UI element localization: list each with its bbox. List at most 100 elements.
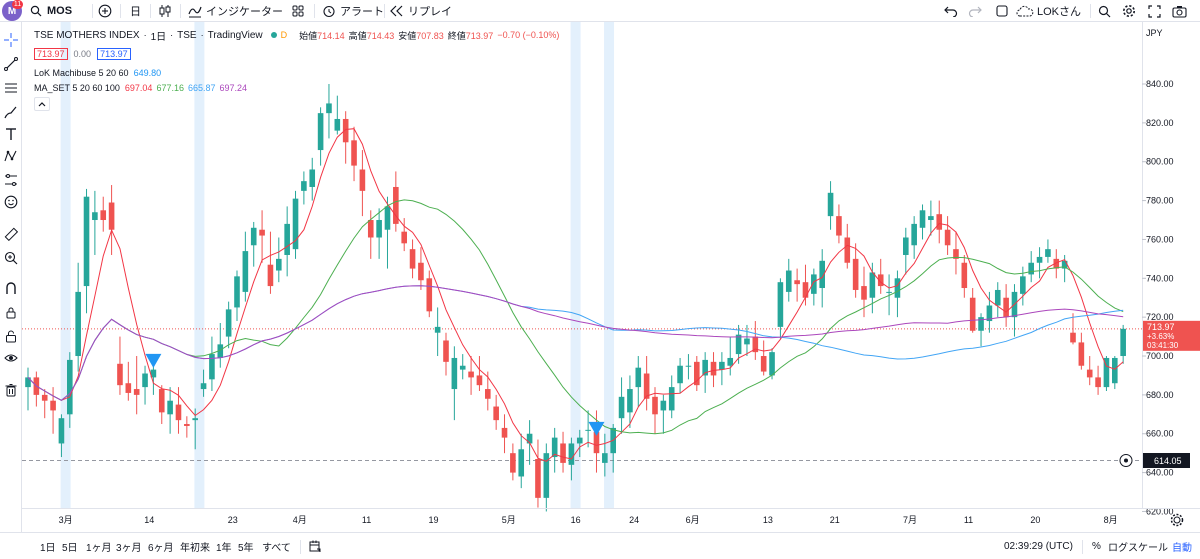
candle bbox=[510, 443, 516, 481]
delete-tool[interactable] bbox=[1, 380, 21, 400]
ruler-tool[interactable] bbox=[1, 224, 21, 244]
range-1y[interactable]: 1年 bbox=[216, 542, 232, 554]
candle bbox=[1103, 356, 1110, 391]
candle bbox=[953, 231, 959, 275]
candle-body bbox=[568, 443, 575, 465]
trendline-tool[interactable] bbox=[1, 54, 21, 74]
auto-scale-toggle[interactable]: 自動 bbox=[1172, 542, 1192, 554]
log-scale-toggle[interactable]: ログスケール bbox=[1108, 542, 1168, 554]
legend-source: TradingView bbox=[207, 29, 263, 41]
crosshair-target-icon[interactable] bbox=[1119, 454, 1133, 467]
icon-tool[interactable] bbox=[1, 192, 21, 212]
select-layout-button[interactable] bbox=[996, 0, 1008, 22]
pattern-tool[interactable] bbox=[1, 146, 21, 166]
alert-button[interactable]: アラート bbox=[322, 0, 384, 22]
candle-body bbox=[100, 210, 107, 221]
candle bbox=[543, 443, 550, 512]
prediction-tool[interactable] bbox=[1, 170, 21, 190]
redo-button[interactable] bbox=[968, 0, 982, 22]
ask-button[interactable]: 713.97 bbox=[97, 48, 131, 60]
zoom-tool[interactable] bbox=[1, 248, 21, 268]
smiley-icon bbox=[4, 195, 18, 209]
candle-body bbox=[75, 291, 81, 357]
candle bbox=[643, 356, 650, 411]
templates-button[interactable] bbox=[292, 0, 304, 22]
candle-body bbox=[994, 289, 1001, 306]
candle bbox=[535, 439, 541, 508]
ruler-icon bbox=[4, 227, 18, 241]
stay-drawing-tool[interactable] bbox=[1, 302, 21, 322]
candle-body bbox=[125, 383, 132, 393]
brush-tool[interactable] bbox=[1, 102, 21, 122]
candle bbox=[986, 291, 993, 333]
candle bbox=[928, 200, 934, 236]
legend-main: TSE MOTHERS INDEX · 1日 · TSE · TradingVi… bbox=[34, 29, 560, 43]
ma20-value: 677.16 bbox=[156, 83, 184, 93]
price-chart[interactable]: 840.00 820.00 800.00 780.00 760.00 740.00 720.… bbox=[22, 22, 1200, 532]
brush-icon bbox=[4, 106, 17, 119]
symbol-title: TSE MOTHERS INDEX bbox=[34, 29, 140, 41]
undo-button[interactable] bbox=[944, 0, 958, 22]
crosshair-tool[interactable] bbox=[1, 30, 21, 50]
snapshot-button[interactable] bbox=[1172, 0, 1187, 22]
indicator-machibuse-value: 649.80 bbox=[133, 68, 162, 78]
candle bbox=[41, 389, 48, 419]
text-tool[interactable] bbox=[1, 124, 21, 144]
candle-body bbox=[710, 361, 717, 376]
lock-tool[interactable] bbox=[1, 326, 21, 346]
candle-body bbox=[326, 103, 332, 114]
collapse-legend-button[interactable] bbox=[34, 97, 50, 111]
candle bbox=[309, 157, 316, 201]
candle bbox=[125, 361, 132, 401]
candle bbox=[978, 313, 984, 347]
symbol-search[interactable]: MOS bbox=[30, 0, 72, 22]
range-1d[interactable]: 1日 bbox=[40, 542, 56, 554]
notification-badge: 11 bbox=[12, 0, 23, 9]
magnet-tool[interactable] bbox=[1, 278, 21, 298]
candle bbox=[108, 185, 115, 255]
settings-button[interactable] bbox=[1122, 0, 1136, 22]
range-ytd[interactable]: 年初来 bbox=[180, 542, 210, 554]
chart-type-button[interactable] bbox=[158, 0, 172, 22]
fib-tool[interactable] bbox=[1, 78, 21, 98]
quick-search-button[interactable] bbox=[1098, 0, 1111, 22]
bid-button[interactable]: 713.97 bbox=[34, 48, 68, 60]
price-tick-label: 720.00 bbox=[1146, 312, 1174, 322]
candle-body bbox=[986, 305, 993, 322]
percent-toggle[interactable]: % bbox=[1092, 540, 1101, 552]
delayed-badge[interactable]: D bbox=[280, 30, 288, 40]
indicator-ma-set-legend[interactable]: MA_SET 5 20 60 100 697.04 677.16 665.87 … bbox=[34, 81, 247, 95]
candle-body bbox=[418, 262, 424, 281]
cloud-icon bbox=[1016, 5, 1034, 17]
interval-button[interactable]: 日 bbox=[130, 6, 141, 18]
candle bbox=[919, 204, 926, 240]
candle bbox=[259, 210, 265, 263]
indicator-machibuse-legend[interactable]: LoK Machibuse 5 20 60 649.80 bbox=[34, 66, 161, 80]
fullscreen-button[interactable] bbox=[1148, 0, 1161, 22]
indicators-button[interactable]: インジケーター bbox=[188, 0, 283, 22]
visibility-tool[interactable] bbox=[1, 348, 21, 368]
timezone-clock[interactable]: 02:39:29 (UTC) bbox=[1004, 540, 1073, 552]
redo-icon bbox=[968, 6, 982, 17]
candle bbox=[1053, 249, 1060, 279]
replay-button[interactable]: リプレイ bbox=[390, 0, 452, 22]
goto-date-button[interactable] bbox=[308, 533, 322, 559]
range-6m[interactable]: 6ヶ月 bbox=[148, 542, 174, 554]
chart-pane[interactable]: 840.00 820.00 800.00 780.00 760.00 740.00 720.… bbox=[22, 22, 1200, 532]
time-tick-label: 21 bbox=[830, 515, 840, 525]
range-1m[interactable]: 1ヶ月 bbox=[86, 542, 112, 554]
time-axis-settings-icon[interactable] bbox=[1170, 513, 1184, 527]
layout-menu[interactable]: LOKさん bbox=[1016, 0, 1081, 22]
candle bbox=[668, 375, 675, 419]
range-5y[interactable]: 5年 bbox=[238, 542, 254, 554]
top-toolbar: M 11 MOS 日 インジケーター アラート リプレイ LOKさん bbox=[0, 0, 1200, 22]
range-5d[interactable]: 5日 bbox=[62, 542, 78, 554]
plus-circle-icon bbox=[98, 4, 112, 18]
compare-button[interactable] bbox=[98, 0, 112, 22]
time-tick-label: 20 bbox=[1030, 515, 1040, 525]
range-all[interactable]: すべて bbox=[262, 542, 291, 554]
range-3m[interactable]: 3ヶ月 bbox=[116, 542, 142, 554]
bid-ask-row: 713.97 0.00 713.97 bbox=[34, 47, 131, 61]
indicators-icon bbox=[188, 6, 202, 18]
time-tick-label: 11 bbox=[964, 515, 973, 525]
